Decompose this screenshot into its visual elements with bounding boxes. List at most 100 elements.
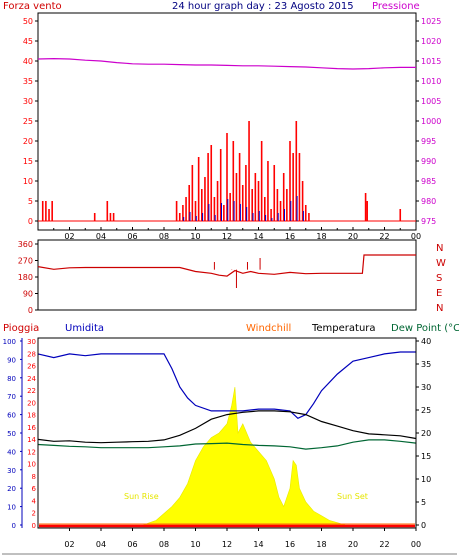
pressure-y-tick: 1020 bbox=[421, 37, 441, 46]
temperature-y-tick: 20 bbox=[421, 429, 431, 438]
temperature-y-axis: 0 5 10 15 20 25 30 35 40 bbox=[416, 337, 431, 530]
pressure-y-tick: 990 bbox=[421, 157, 436, 166]
rain-y-tick: 24 bbox=[27, 375, 36, 383]
rain-y-tick: 6 bbox=[32, 485, 37, 493]
temperature-x-tick: 06 bbox=[127, 540, 137, 549]
pressure-y-tick: 985 bbox=[421, 177, 436, 186]
rain-y-tick: 2 bbox=[32, 510, 36, 518]
direction-panel-frame bbox=[37, 239, 417, 311]
wind-y-tick: 0 bbox=[28, 217, 33, 226]
pressure-series bbox=[37, 57, 416, 70]
pressure-y-tick: 995 bbox=[421, 137, 436, 146]
temperature-x-tick: 10 bbox=[190, 540, 200, 549]
direction-series bbox=[37, 254, 416, 288]
rain-y-tick: 14 bbox=[27, 436, 36, 444]
rain-y-tick: 16 bbox=[27, 424, 36, 432]
wind-x-tick: 00 bbox=[411, 232, 421, 241]
wind-y-tick: 5 bbox=[28, 197, 33, 206]
rain-y-tick: 4 bbox=[32, 497, 37, 505]
humidity-y-axis: 0 10 20 30 40 50 60 70 80 90 100 bbox=[3, 338, 22, 530]
pressure-y-tick: 1025 bbox=[421, 17, 441, 26]
pressure-y-tick: 1015 bbox=[421, 57, 441, 66]
pressure-y-axis: 975 980 985 990 995 1000 1005 1010 1015 1020 1025 bbox=[416, 17, 441, 226]
wind-x-tick: 04 bbox=[96, 232, 106, 241]
temperature-x-tick: 18 bbox=[316, 540, 326, 549]
temperature-y-tick: 15 bbox=[421, 452, 431, 461]
wind-label: Forza vento bbox=[3, 1, 62, 12]
humidity-y-tick: 70 bbox=[7, 393, 16, 401]
direction-y-tick: 90 bbox=[23, 290, 33, 299]
wind-y-tick: 20 bbox=[23, 137, 33, 146]
temperature-x-tick: 08 bbox=[159, 540, 169, 549]
rain-y-tick: 10 bbox=[27, 461, 36, 469]
wind-x-tick: 16 bbox=[285, 232, 295, 241]
wind-x-axis: 02 04 06 08 10 12 14 16 18 20 22 00 bbox=[53, 227, 421, 241]
temperature-x-tick: 14 bbox=[253, 540, 263, 549]
humidity-y-tick: 30 bbox=[7, 467, 16, 475]
temperature-x-axis: 02 04 06 08 10 12 14 16 18 20 22 00 bbox=[64, 528, 421, 549]
wind-y-tick: 40 bbox=[23, 57, 33, 66]
wind-x-tick: 12 bbox=[222, 232, 232, 241]
temperature-y-tick: 40 bbox=[421, 337, 431, 346]
temperature-label: Temperatura bbox=[311, 323, 376, 334]
temperature-y-tick: 5 bbox=[421, 498, 426, 507]
pressure-label: Pressione bbox=[372, 1, 420, 12]
wind-y-tick: 45 bbox=[23, 37, 33, 46]
rain-y-tick: 18 bbox=[27, 412, 36, 420]
humidity-label: Umidita bbox=[65, 323, 104, 334]
temperature-y-tick: 10 bbox=[421, 475, 431, 484]
direction-y-tick: 0 bbox=[28, 306, 33, 315]
pressure-y-tick: 980 bbox=[421, 197, 436, 206]
direction-y-tick: 270 bbox=[18, 257, 33, 266]
rain-y-tick: 12 bbox=[27, 448, 36, 456]
wind-x-tick: 22 bbox=[379, 232, 389, 241]
direction-y-tick: 180 bbox=[18, 273, 33, 282]
rain-y-tick: 22 bbox=[27, 387, 36, 395]
temperature-x-tick: 12 bbox=[222, 540, 232, 549]
pressure-y-tick: 975 bbox=[421, 217, 436, 226]
windchill-label: Windchill bbox=[246, 323, 291, 334]
temperature-x-tick: 20 bbox=[348, 540, 358, 549]
compass-label: N bbox=[436, 303, 443, 314]
sunset-annotation: Sun Set bbox=[337, 492, 368, 501]
humidity-y-tick: 50 bbox=[7, 430, 16, 438]
direction-line bbox=[37, 254, 416, 277]
humidity-y-tick: 90 bbox=[7, 356, 16, 364]
pressure-y-tick: 1010 bbox=[421, 77, 441, 86]
temperature-x-tick: 04 bbox=[96, 540, 106, 549]
temperature-x-tick: 16 bbox=[285, 540, 295, 549]
rain-y-tick: 28 bbox=[27, 350, 36, 358]
wind-y-tick: 25 bbox=[23, 117, 33, 126]
rain-y-tick: 20 bbox=[27, 399, 36, 407]
rain-y-tick: 30 bbox=[27, 338, 36, 346]
wind-y-axis: 0 5 10 15 20 25 30 35 40 45 50 bbox=[23, 17, 38, 226]
series-line-temperatura bbox=[37, 410, 417, 444]
wind-series bbox=[38, 121, 416, 222]
humidity-y-tick: 10 bbox=[7, 504, 16, 512]
chart-title: 24 hour graph day : 23 Agosto 2015 bbox=[172, 1, 354, 12]
temperature-x-tick: 00 bbox=[411, 540, 421, 549]
rain-y-tick: 8 bbox=[32, 473, 36, 481]
compass-label: E bbox=[436, 288, 442, 299]
rain-label: Pioggia bbox=[3, 323, 39, 334]
wind-y-tick: 15 bbox=[23, 157, 33, 166]
wind-y-tick: 35 bbox=[23, 77, 33, 86]
solar-area-fill bbox=[143, 386, 346, 526]
wind-x-tick: 08 bbox=[159, 232, 169, 241]
temperature-y-tick: 35 bbox=[421, 360, 431, 369]
pressure-y-tick: 1005 bbox=[421, 97, 441, 106]
direction-y-axis: 0 90 180 270 360 bbox=[18, 240, 38, 315]
wind-x-tick: 06 bbox=[127, 232, 137, 241]
temperature-x-tick: 02 bbox=[64, 540, 74, 549]
solar-area bbox=[143, 386, 346, 526]
sunrise-annotation: Sun Rise bbox=[124, 492, 159, 501]
compass-label: S bbox=[436, 273, 442, 284]
temperature-x-tick: 22 bbox=[379, 540, 389, 549]
series-line-dew-point bbox=[37, 439, 417, 450]
temperature-y-tick: 25 bbox=[421, 406, 431, 415]
wind-x-tick: 02 bbox=[64, 232, 74, 241]
